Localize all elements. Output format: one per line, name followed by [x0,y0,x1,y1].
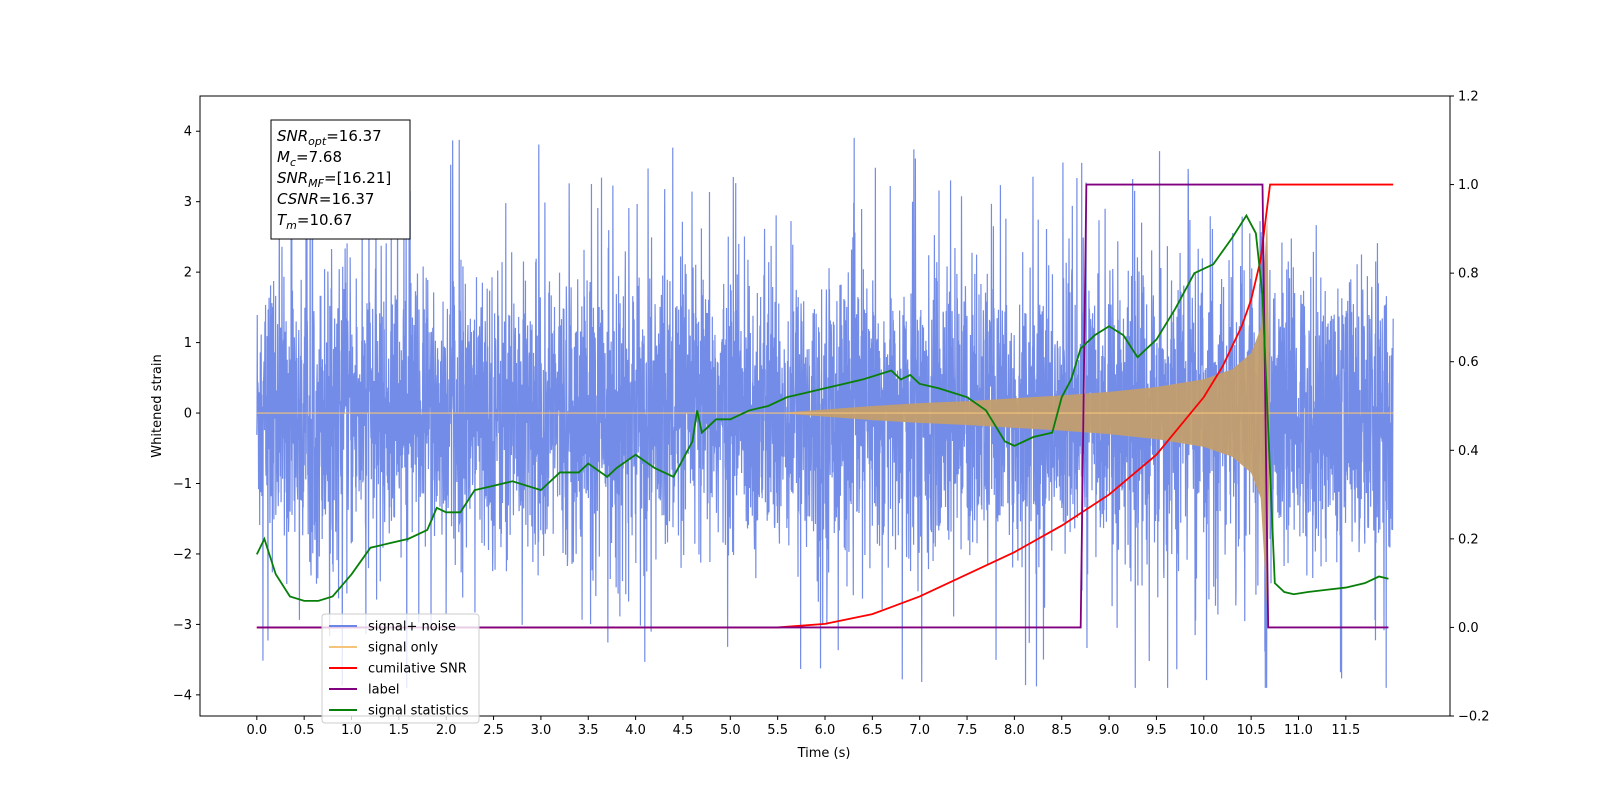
y-axis-ticks: 4 3 2 1 0 −1 −2 −3 −4 [173,125,200,703]
x-tick-label: 3.5 [578,723,599,738]
y-tick-label: −1 [173,477,192,492]
legend: signal+ noise signal only cumilative SNR la… [321,613,480,724]
x-tick-label: 2.0 [436,723,457,738]
annotation-box: SNRopt=16.37Mc=7.68SNRMF=[16.21]CSNR=16.… [270,119,411,240]
x-tick-label: 8.5 [1051,723,1072,738]
legend-frame [321,613,480,724]
x-tick-label: 1.5 [389,723,410,738]
series-layer [256,137,1394,688]
y2-tick-label: 0.0 [1458,621,1479,636]
x-tick-label: 9.5 [1146,723,1167,738]
x-tick-label: 11.0 [1284,723,1313,738]
legend-items: signal+ noise signal only cumilative SNR la… [329,620,469,719]
legend-label: signal only [368,641,438,656]
x-tick-label: 4.5 [673,723,694,738]
y-tick-label: 0 [184,407,192,422]
series-signal-noise [256,137,1394,688]
annotation-value: =7.68 [296,148,342,166]
annotation-value: =[16.21] [324,169,391,187]
annotation-line: Tm=10.67 [277,211,352,232]
annotation-subscript: c [290,156,296,169]
y-tick-label: −2 [173,547,192,562]
y-tick-label: 1 [184,336,192,351]
annotation-subscript: MF [308,177,324,190]
annotation-subscript: m [286,219,297,232]
annotation-symbol: SNR [277,169,308,187]
x-axis-label: Time (s) [797,746,851,761]
y2-tick-label: 0.6 [1458,355,1479,370]
y-tick-label: 4 [184,125,192,140]
legend-label: label [368,683,399,698]
annotation-line: CSNR=16.37 [277,190,374,208]
x-tick-label: 3.0 [531,723,552,738]
annotation-subscript: opt [308,135,327,148]
y2-axis-ticks: 1.2 1.0 0.8 0.6 0.4 0.2 0.0 −0.2 [1450,90,1490,725]
x-tick-label: 7.5 [957,723,978,738]
annotation-line: SNRMF=[16.21] [277,169,391,190]
annotation-symbol: CSNR [277,190,319,208]
x-tick-label: 5.5 [767,723,788,738]
x-tick-label: 0.5 [294,723,315,738]
y2-tick-label: 1.2 [1458,90,1479,105]
annotation-symbol: SNR [277,127,308,145]
plot-area [199,95,1451,717]
y-tick-label: −4 [173,688,192,703]
x-axis-ticks: 0.0 0.5 1.0 1.5 2.0 2.5 3.0 3.5 4.0 4.5 5.0 5.5 6.0 6… [246,716,1360,738]
annotation-value: =16.37 [326,127,382,145]
series-label [256,183,1389,629]
annotation-symbol: M [277,148,290,166]
x-tick-label: 2.5 [483,723,504,738]
annotation-lines: SNRopt=16.37Mc=7.68SNRMF=[16.21]CSNR=16.… [277,127,391,232]
x-tick-label: 6.0 [815,723,836,738]
y-tick-label: −3 [173,618,192,633]
x-tick-label: 11.5 [1331,723,1360,738]
legend-label: cumilative SNR [368,662,467,677]
annotation-line: SNRopt=16.37 [277,127,382,148]
legend-label: signal+ noise [368,620,456,635]
y-tick-label: 3 [184,195,192,210]
x-tick-label: 6.5 [862,723,883,738]
x-tick-label: 0.0 [246,723,267,738]
legend-label: signal statistics [368,704,469,719]
x-tick-label: 1.0 [341,723,362,738]
annotation-value: =16.37 [319,190,375,208]
x-tick-label: 9.0 [1099,723,1120,738]
series-cumulative-snr [256,183,1394,629]
annotation-symbol: T [277,211,288,229]
y2-tick-label: 0.4 [1458,444,1479,459]
annotation-frame [270,119,411,240]
annotation-value: =10.67 [297,211,353,229]
x-tick-label: 8.0 [1004,723,1025,738]
y2-tick-label: 1.0 [1458,178,1479,193]
y2-tick-label: 0.8 [1458,267,1479,282]
series-signal-statistics [256,213,1389,602]
x-tick-label: 5.0 [720,723,741,738]
y-tick-label: 2 [184,266,192,281]
y2-tick-label: 0.2 [1458,532,1479,547]
x-tick-label: 10.0 [1189,723,1218,738]
y-axis-label: Whitened strain [150,354,165,457]
x-tick-label: 10.5 [1237,723,1266,738]
x-tick-label: 7.0 [909,723,930,738]
annotation-line: Mc=7.68 [277,148,342,169]
y2-tick-label: −0.2 [1458,710,1490,725]
x-tick-label: 4.0 [625,723,646,738]
